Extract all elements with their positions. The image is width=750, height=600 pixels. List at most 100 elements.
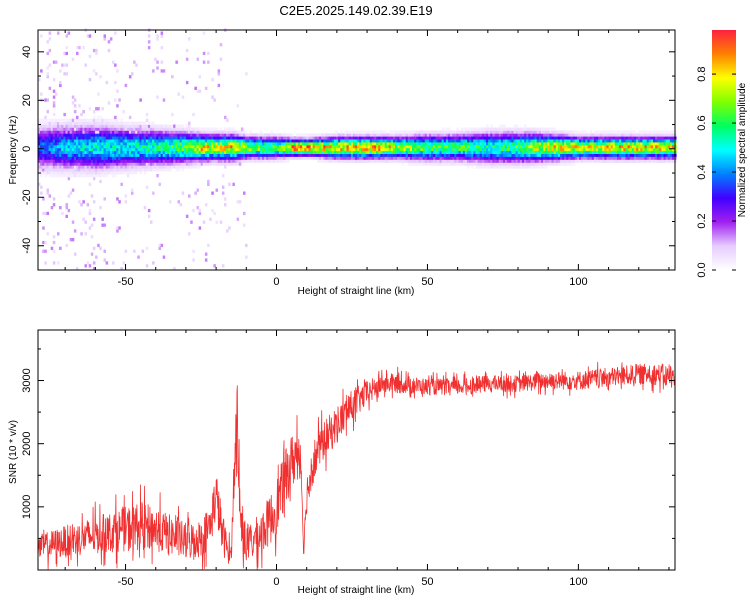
heatmap-cell [295,144,299,149]
heatmap-cell [137,127,140,131]
heatmap-cell [545,136,548,140]
heatmap-cell [73,174,77,178]
heatmap-cell [126,150,130,155]
heatmap-cell [365,150,369,155]
heatmap-cell [160,162,164,166]
heatmap-cell [380,142,383,146]
heatmap-cell [614,159,618,163]
heatmap-cell [128,75,132,79]
heatmap-cell [173,159,176,163]
heatmap-cell [112,165,115,169]
heatmap-cell [346,153,350,157]
heatmap-cell [156,153,159,157]
heatmap-cell [48,147,52,152]
heatmap-cell [524,144,527,149]
heatmap-cell [513,156,517,160]
heatmap-cell [363,156,366,160]
heatmap-cell [352,156,356,160]
heatmap-cell [390,153,394,157]
heatmap-cell [327,133,331,137]
heatmap-cell [164,133,168,137]
heatmap-cell [570,130,574,134]
heatmap-cell [378,153,381,157]
heatmap-cell [69,147,73,152]
heatmap-cell [192,162,195,166]
heatmap-cell [200,133,204,137]
heatmap-cell [143,130,147,134]
heatmap-cell [190,159,193,163]
heatmap-cell [139,159,142,163]
heatmap-cell [65,121,69,125]
heatmap-cell [386,139,390,143]
heatmap-cell [207,144,210,149]
heatmap-cell [509,142,512,146]
heatmap-cell [160,69,164,73]
heatmap-cell [139,171,142,175]
heatmap-cell [179,124,183,128]
heatmap-cell [521,133,525,137]
heatmap-cell [255,156,259,160]
heatmap-cell [619,153,622,157]
heatmap-cell [541,162,544,166]
heatmap-cell [595,136,599,140]
heatmap-cell [549,156,552,160]
heatmap-cell [327,139,331,143]
heatmap-cell [357,156,360,160]
heatmap-cell [386,133,390,137]
heatmap-cell [323,159,326,163]
heatmap-cell [448,162,451,166]
heatmap-cell [63,153,66,157]
heatmap-cell [380,139,383,143]
heatmap-cell [653,150,656,155]
heatmap-cell [179,130,183,134]
heatmap-cell [46,162,50,166]
heatmap-cell [152,124,155,128]
heatmap-cell [145,118,149,123]
heatmap-cell [202,142,206,146]
heatmap-cell [90,235,94,239]
heatmap-cell [583,136,586,140]
heatmap-cell [338,144,341,149]
heatmap-cell [213,136,216,140]
heatmap-cell [648,156,652,160]
heatmap-cell [204,136,208,140]
heatmap-cell [247,147,250,152]
heatmap-cell [519,142,523,146]
heatmap-cell [515,159,519,163]
heatmap-cell [95,174,98,178]
heatmap-cell [230,156,233,160]
heatmap-cell [342,150,345,155]
heatmap-cell [152,69,155,73]
heatmap-cell [627,147,631,152]
heatmap-cell [118,159,121,163]
heatmap-cell [583,156,586,160]
heatmap-cell [587,153,591,157]
heatmap-cell [164,162,168,166]
heatmap-cell [226,150,229,155]
heatmap-cell [211,139,214,143]
heatmap-cell [496,136,500,140]
heatmap-cell [213,147,216,152]
heatmap-cell [566,139,569,143]
heatmap-cell [323,136,326,140]
heatmap-cell [245,142,248,146]
heatmap-cell [38,118,41,123]
heatmap-cell [393,139,396,143]
heatmap-cell [397,147,400,152]
heatmap-cell [657,147,660,152]
heatmap-cell [82,121,85,125]
heatmap-cell [471,162,474,166]
heatmap-cell [572,133,576,137]
heatmap-cell [188,153,191,157]
heatmap-cell [209,153,212,157]
heatmap-cell [154,150,157,155]
heatmap-cell [350,156,354,160]
heatmap-cell [124,142,128,146]
heatmap-cell [585,142,588,146]
heatmap-cell [118,156,121,160]
heatmap-cell [365,130,369,134]
heatmap-cell [511,162,514,166]
heatmap-cell [568,133,571,137]
heatmap-cell [238,142,242,146]
heatmap-cell [412,136,415,140]
